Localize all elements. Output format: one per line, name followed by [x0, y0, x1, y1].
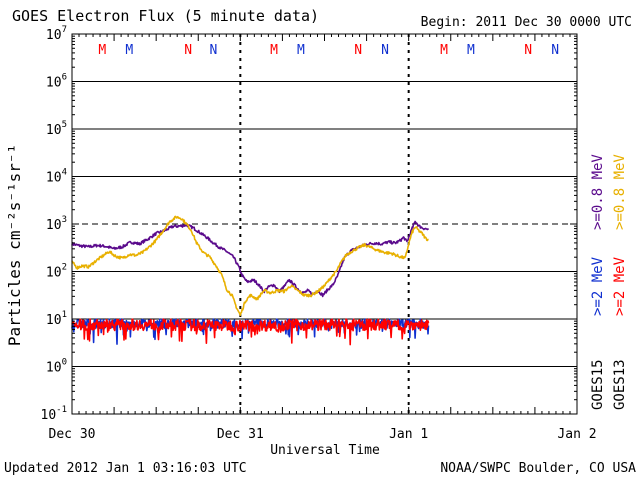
x-tick-label: Dec 31: [217, 427, 264, 442]
marker-label: M: [98, 43, 106, 58]
y-tick-label: 101: [46, 310, 67, 328]
marker-label: M: [270, 43, 278, 58]
y-tick-label: 107: [46, 25, 67, 43]
marker-label: N: [381, 43, 389, 58]
x-tick-label: Jan 2: [557, 427, 596, 442]
series-line: [71, 220, 430, 298]
legend: >=0.8 MeV >=0.8 MeV >=2 MeV >=2 MeV GOES15 GO…: [590, 154, 628, 410]
axes: Dec 30 Dec 31 Jan 1 Jan 2 107 106 105 104 103 102…: [41, 25, 597, 442]
legend-energy-label: >=0.8 MeV: [590, 154, 606, 230]
marker-label: N: [524, 43, 532, 58]
legend-satellite-label: GOES13: [612, 359, 628, 410]
marker-label: N: [354, 43, 362, 58]
x-tick-label: Jan 1: [389, 427, 428, 442]
x-axis-label: Universal Time: [270, 443, 380, 458]
series-line: [71, 215, 429, 316]
y-tick-label: 100: [46, 358, 67, 376]
y-tick-label: 105: [46, 120, 67, 138]
y-tick-label: 10-1: [41, 405, 68, 423]
legend-satellite-label: GOES15: [590, 359, 606, 410]
x-tick-label: Dec 30: [49, 427, 96, 442]
legend-energy-label: >=2 MeV: [612, 256, 628, 316]
legend-energy-label: >=2 MeV: [590, 256, 606, 316]
series-line: [71, 318, 430, 346]
marker-label: M: [467, 43, 475, 58]
marker-label: N: [184, 43, 192, 58]
y-tick-label: 102: [46, 263, 67, 281]
marker-label: N: [209, 43, 217, 58]
y-tick-label: 104: [46, 168, 67, 186]
grid-lines: [72, 81, 577, 367]
credit-line: NOAA/SWPC Boulder, CO USA: [440, 461, 636, 476]
updated-timestamp: Updated 2012 Jan 1 03:16:03 UTC: [4, 461, 247, 476]
legend-energy-label: >=0.8 MeV: [612, 154, 628, 230]
marker-label: N: [551, 43, 559, 58]
marker-label: M: [297, 43, 305, 58]
y-axis-label: Particles cm⁻²s⁻¹sr⁻¹: [5, 144, 24, 346]
series-lines: [71, 215, 430, 346]
begin-date: Begin: 2011 Dec 30 0000 UTC: [420, 15, 632, 30]
y-tick-label: 103: [46, 215, 67, 233]
marker-label: M: [440, 43, 448, 58]
y-tick-label: 106: [46, 73, 67, 91]
chart-title: GOES Electron Flux (5 minute data): [12, 7, 320, 25]
marker-label: M: [125, 43, 133, 58]
